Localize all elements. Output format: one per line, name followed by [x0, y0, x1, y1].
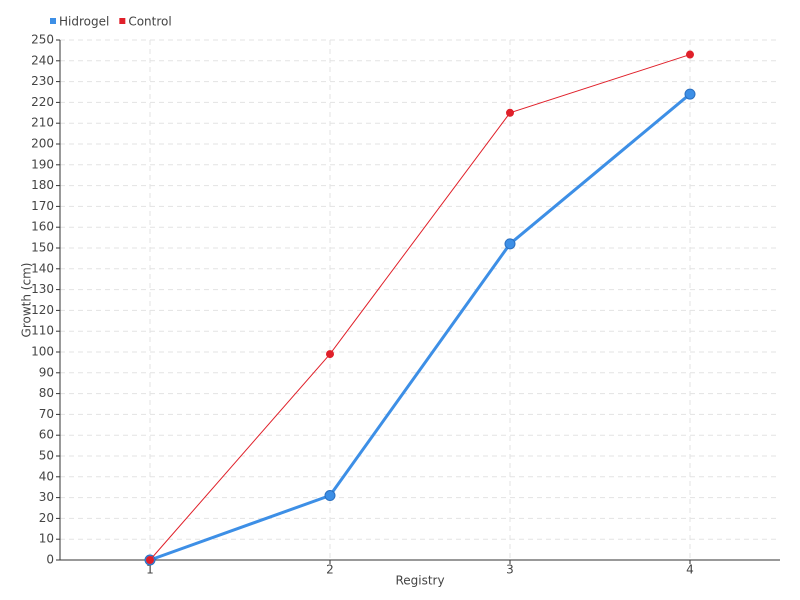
- data-point: [326, 350, 334, 359]
- data-point: [684, 88, 696, 100]
- y-tick-label: 250: [31, 33, 54, 47]
- y-tick-label: 230: [31, 74, 54, 88]
- x-tick-label: 1: [146, 563, 154, 577]
- x-axis-label: Registry: [395, 574, 444, 588]
- y-tick-label: 50: [39, 449, 54, 463]
- legend-swatch: [50, 18, 56, 24]
- data-point: [506, 108, 514, 117]
- y-tick-label: 140: [31, 261, 54, 275]
- data-point: [146, 556, 154, 564]
- data-point: [504, 238, 516, 250]
- x-tick-label: 2: [326, 563, 334, 577]
- legend-label: Hidrogel: [59, 15, 109, 29]
- y-tick-label: 0: [46, 553, 54, 567]
- series-line: [149, 54, 691, 561]
- y-tick-label: 160: [31, 220, 54, 234]
- y-tick-label: 150: [31, 241, 54, 255]
- y-tick-label: 100: [31, 345, 54, 359]
- y-tick-label: 210: [31, 116, 54, 130]
- legend-swatch: [119, 18, 126, 24]
- y-tick-label: 130: [31, 282, 54, 296]
- y-tick-label: 30: [39, 490, 54, 504]
- data-point: [324, 490, 336, 502]
- legend-label: Control: [128, 15, 171, 29]
- y-tick-label: 10: [39, 532, 54, 546]
- y-tick-label: 120: [31, 303, 54, 317]
- y-tick-label: 80: [39, 386, 54, 400]
- y-tick-label: 200: [31, 137, 54, 151]
- x-tick-label: 4: [686, 563, 694, 577]
- y-tick-label: 170: [31, 199, 54, 213]
- data-point: [686, 50, 694, 59]
- y-tick-label: 180: [31, 178, 54, 192]
- y-tick-label: 70: [39, 407, 54, 421]
- y-tick-label: 90: [39, 365, 54, 379]
- y-tick-label: 240: [31, 53, 54, 67]
- series-line: [149, 92, 691, 562]
- y-tick-label: 110: [31, 324, 54, 338]
- y-tick-label: 60: [39, 428, 54, 442]
- y-tick-label: 20: [39, 511, 54, 525]
- y-tick-label: 220: [31, 95, 54, 109]
- y-axis-label: Growth (cm): [20, 263, 34, 338]
- y-tick-label: 190: [31, 157, 54, 171]
- y-tick-label: 40: [39, 469, 54, 483]
- x-tick-label: 3: [506, 563, 514, 577]
